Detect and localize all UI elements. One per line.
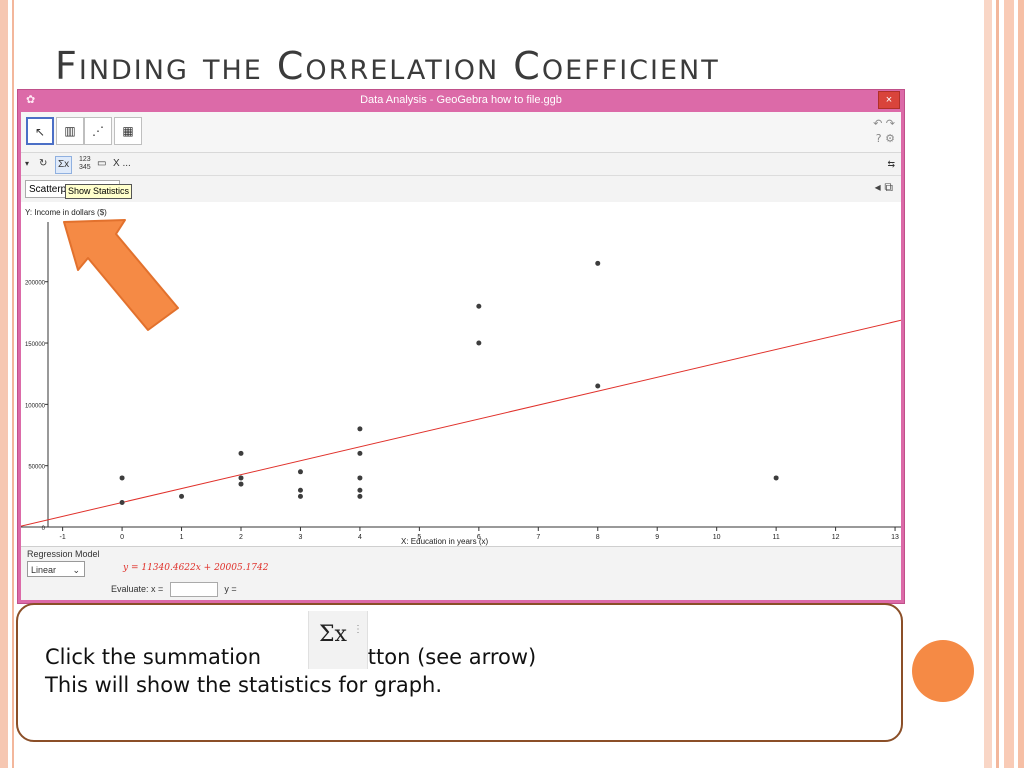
x-tick-label: 3 (299, 534, 303, 541)
y-tick-label: 100000 (25, 403, 46, 409)
data-point (476, 340, 482, 346)
instruction-line1-before: Click the summation (45, 645, 262, 669)
data-point (773, 475, 779, 481)
dock-icon[interactable]: ⇆ (887, 159, 895, 169)
instruction-callout: Click the summation button (see arrow) Th… (16, 603, 903, 742)
decorative-orange-circle (912, 640, 974, 702)
data-point (357, 450, 363, 456)
window-titlebar[interactable]: ✿ Data Analysis - GeoGebra how to file.g… (18, 90, 904, 112)
data-point (357, 475, 363, 481)
x-tick-label: 9 (655, 534, 659, 541)
regression-model-label: Regression Model (27, 549, 100, 559)
move-tool-icon[interactable]: ↖ (26, 117, 54, 145)
y-tick-label: 150000 (25, 342, 46, 348)
regression-model-select[interactable]: Linear ⌄ (27, 561, 85, 577)
evaluate-x-input[interactable] (169, 582, 218, 597)
export-icon[interactable]: ⧉ (884, 180, 893, 194)
analysis-subtoolbar: ▾ ↻ Σx 123 345 ▭ X ... ⇆ (21, 153, 901, 176)
data-point (357, 426, 363, 432)
scatterplot-area: Y: Income in dollars ($) X: Education in … (20, 202, 902, 546)
pointing-arrow (63, 219, 179, 331)
y-tick-label: 0 (42, 526, 46, 532)
data-point (238, 475, 244, 481)
one-variable-analysis-icon[interactable]: ▥ (56, 117, 84, 145)
data-point (119, 499, 125, 505)
instruction-text: Click the summation button (see arrow) Th… (45, 643, 536, 699)
show-data-button[interactable]: 123 345 (79, 156, 91, 171)
close-button[interactable]: × (878, 91, 900, 109)
show-statistics-button[interactable]: Σx (55, 156, 73, 174)
x-tick-label: 5 (417, 534, 421, 541)
x-tick-label: 2 (239, 534, 243, 541)
data-source-button[interactable]: X ... (113, 158, 131, 169)
scatter-chart: Y: Income in dollars ($) X: Education in … (20, 208, 902, 546)
data-point (357, 493, 363, 499)
x-tick-label: 13 (891, 534, 899, 541)
sigma-button-image: Σx ⋮ (308, 611, 368, 669)
x-tick-label: 4 (358, 534, 362, 541)
x-tick-label: 10 (713, 534, 721, 541)
swap-icon[interactable]: ↻ (39, 158, 48, 169)
data-point (238, 450, 244, 456)
x-tick-label: 11 (772, 534, 779, 541)
two-variable-regression-icon[interactable]: ⋰ (84, 117, 112, 145)
x-tick-label: 12 (832, 534, 840, 541)
data-point (357, 487, 363, 493)
x-tick-label: 7 (536, 534, 540, 541)
settings-gear-icon[interactable]: ⚙ (885, 132, 895, 145)
instruction-line2: This will show the statistics for graph. (45, 673, 443, 697)
regression-equation: y = 11340.4622x + 20005.1742 (123, 563, 269, 573)
evaluate-label: Evaluate: x = (111, 583, 164, 594)
window-title: Data Analysis - GeoGebra how to file.ggb (360, 94, 562, 106)
y-axis-title: Y: Income in dollars ($) (25, 208, 107, 217)
y-tick-label: 200000 (25, 281, 46, 287)
data-point (238, 481, 244, 487)
window-client: ↖ ▥ ⋰ ▦ ↶ ↷ ? ⚙ ▾ ↻ Σx 123 345 ▭ X ... ⇆… (20, 112, 902, 600)
data-point (179, 493, 185, 499)
undo-redo-help: ↶ ↷ ? ⚙ (873, 116, 895, 146)
y-tick-label: 50000 (28, 465, 45, 471)
app-icon: ✿ (26, 94, 36, 106)
x-tick-label: 8 (596, 534, 600, 541)
sigma-image-label: Σx (319, 622, 347, 647)
x-axis-title: X: Education in years (x) (401, 537, 488, 546)
data-point (595, 260, 601, 266)
data-point (297, 487, 303, 493)
plot-panel-bar: Scatterplot Show Statistics ◂ ⧉ (21, 176, 901, 203)
regression-line (20, 319, 902, 527)
right-decor-stripes (984, 0, 1024, 768)
evaluate-y-label: y = (224, 583, 237, 594)
model-value: Linear (31, 565, 57, 575)
data-point (595, 383, 601, 389)
main-toolbar: ↖ ▥ ⋰ ▦ ↶ ↷ ? ⚙ (21, 112, 901, 153)
panel-options: ◂ ⧉ (875, 180, 893, 195)
data-point (297, 493, 303, 499)
x-tick-label: -1 (60, 534, 66, 541)
left-decor-stripe (0, 0, 8, 768)
show-statistics-tooltip: Show Statistics (65, 184, 133, 199)
x-tick-label: 6 (477, 534, 481, 541)
multi-variable-analysis-icon[interactable]: ▦ (114, 117, 142, 145)
redo-icon[interactable]: ↷ (885, 117, 895, 130)
collapse-icon[interactable]: ▾ (25, 159, 30, 168)
chevron-down-icon: ⌄ (72, 565, 80, 575)
instruction-line1-after: button (see arrow) (341, 645, 537, 669)
show-second-plot-icon[interactable]: ▭ (97, 158, 107, 169)
slide-title: Finding the Correlation Coefficient (55, 44, 720, 88)
x-tick-label: 1 (180, 534, 184, 541)
evaluate-row: Evaluate: x = y = (111, 582, 237, 597)
data-point (119, 475, 125, 481)
data-point (476, 303, 482, 309)
options-arrow-icon[interactable]: ◂ (874, 180, 881, 194)
separator-dots: ⋮ (353, 624, 363, 635)
help-icon[interactable]: ? (875, 132, 882, 145)
x-tick-label: 0 (120, 534, 124, 541)
undo-icon[interactable]: ↶ (873, 117, 883, 130)
regression-panel: Regression Model Linear ⌄ y = 11340.4622x… (21, 546, 901, 600)
data-point (297, 469, 303, 475)
geogebra-window: ✿ Data Analysis - GeoGebra how to file.g… (17, 89, 905, 604)
left-decor-line (12, 0, 14, 768)
